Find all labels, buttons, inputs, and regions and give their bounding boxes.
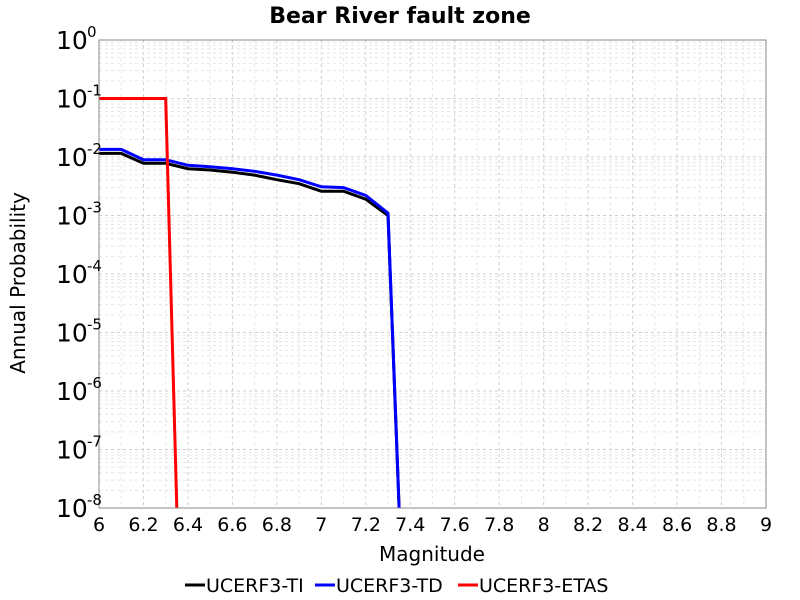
- x-tick-label: 6.2: [128, 514, 158, 536]
- legend-label-1: UCERF3-TD: [336, 575, 443, 597]
- x-tick-label: 6: [93, 514, 105, 536]
- x-tick-label: 8.4: [617, 514, 647, 536]
- x-tick-label: 8.8: [706, 514, 736, 536]
- legend-label-2: UCERF3-ETAS: [479, 575, 608, 597]
- plot-series: [99, 97, 401, 509]
- y-tick-label: 10 -3: [56, 199, 102, 231]
- x-tick-label: 7.2: [351, 514, 381, 536]
- y-tick-exponent: -5: [87, 316, 102, 334]
- series-line-2: [99, 97, 179, 509]
- y-tick-exponent: -7: [87, 433, 102, 451]
- x-tick-label: 7.4: [395, 514, 425, 536]
- chart-title: Bear River fault zone: [269, 4, 531, 29]
- plot-frame: [98, 39, 767, 509]
- legend-label-0: UCERF3-TI: [206, 575, 304, 597]
- x-tick-label: 8: [538, 514, 550, 536]
- y-tick-exponent: 0: [87, 23, 97, 41]
- y-tick-exponent: -1: [87, 82, 102, 100]
- y-tick-base: 10: [56, 436, 88, 465]
- y-tick-base: 10: [56, 319, 88, 348]
- y-axis-label: Annual Probability: [6, 192, 30, 374]
- x-tick-label: 9: [760, 514, 772, 536]
- y-tick-exponent: -6: [87, 374, 102, 392]
- y-tick-base: 10: [56, 26, 88, 55]
- series-line-1: [99, 147, 401, 509]
- y-tick-label: 10 -2: [56, 140, 102, 172]
- y-tick-label: 10 -7: [56, 433, 102, 465]
- x-tick-label: 6.6: [217, 514, 247, 536]
- x-axis-label: Magnitude: [379, 542, 485, 566]
- x-tick-label: 7.8: [484, 514, 514, 536]
- x-tick-label: 7.6: [440, 514, 470, 536]
- series-line-0: [99, 151, 401, 509]
- grid: [98, 40, 767, 509]
- y-tick-exponent: -8: [87, 491, 102, 509]
- y-tick-label: 10 -6: [56, 374, 102, 406]
- y-tick-label: 10 -1: [56, 82, 102, 114]
- y-tick-base: 10: [56, 260, 88, 289]
- legend: UCERF3-TI UCERF3-TD UCERF3-ETAS: [185, 575, 608, 597]
- x-tick-label: 7: [315, 514, 327, 536]
- y-tick-exponent: -4: [87, 257, 102, 275]
- x-tick-label: 8.2: [573, 514, 603, 536]
- y-tick-base: 10: [56, 202, 88, 231]
- x-tick-label: 6.8: [262, 514, 292, 536]
- x-tick-label: 6.4: [173, 514, 203, 536]
- y-tick-label: 10 -8: [56, 491, 102, 523]
- x-tick-label: 8.6: [662, 514, 692, 536]
- y-tick-label: 10 -5: [56, 316, 102, 348]
- x-tick-labels: 6 6.2 6.4 6.6 6.8 7 7.2 7.4 7.6 7.8 8 8.2 8.4 8.6 8.8 9: [93, 514, 772, 536]
- y-tick-base: 10: [56, 85, 88, 114]
- y-tick-exponent: -3: [87, 199, 102, 217]
- y-tick-base: 10: [56, 494, 88, 523]
- y-tick-base: 10: [56, 143, 88, 172]
- y-tick-label: 10 -4: [56, 257, 102, 289]
- y-tick-exponent: -2: [87, 140, 102, 158]
- y-tick-base: 10: [56, 377, 88, 406]
- y-tick-label: 10 0: [56, 23, 97, 55]
